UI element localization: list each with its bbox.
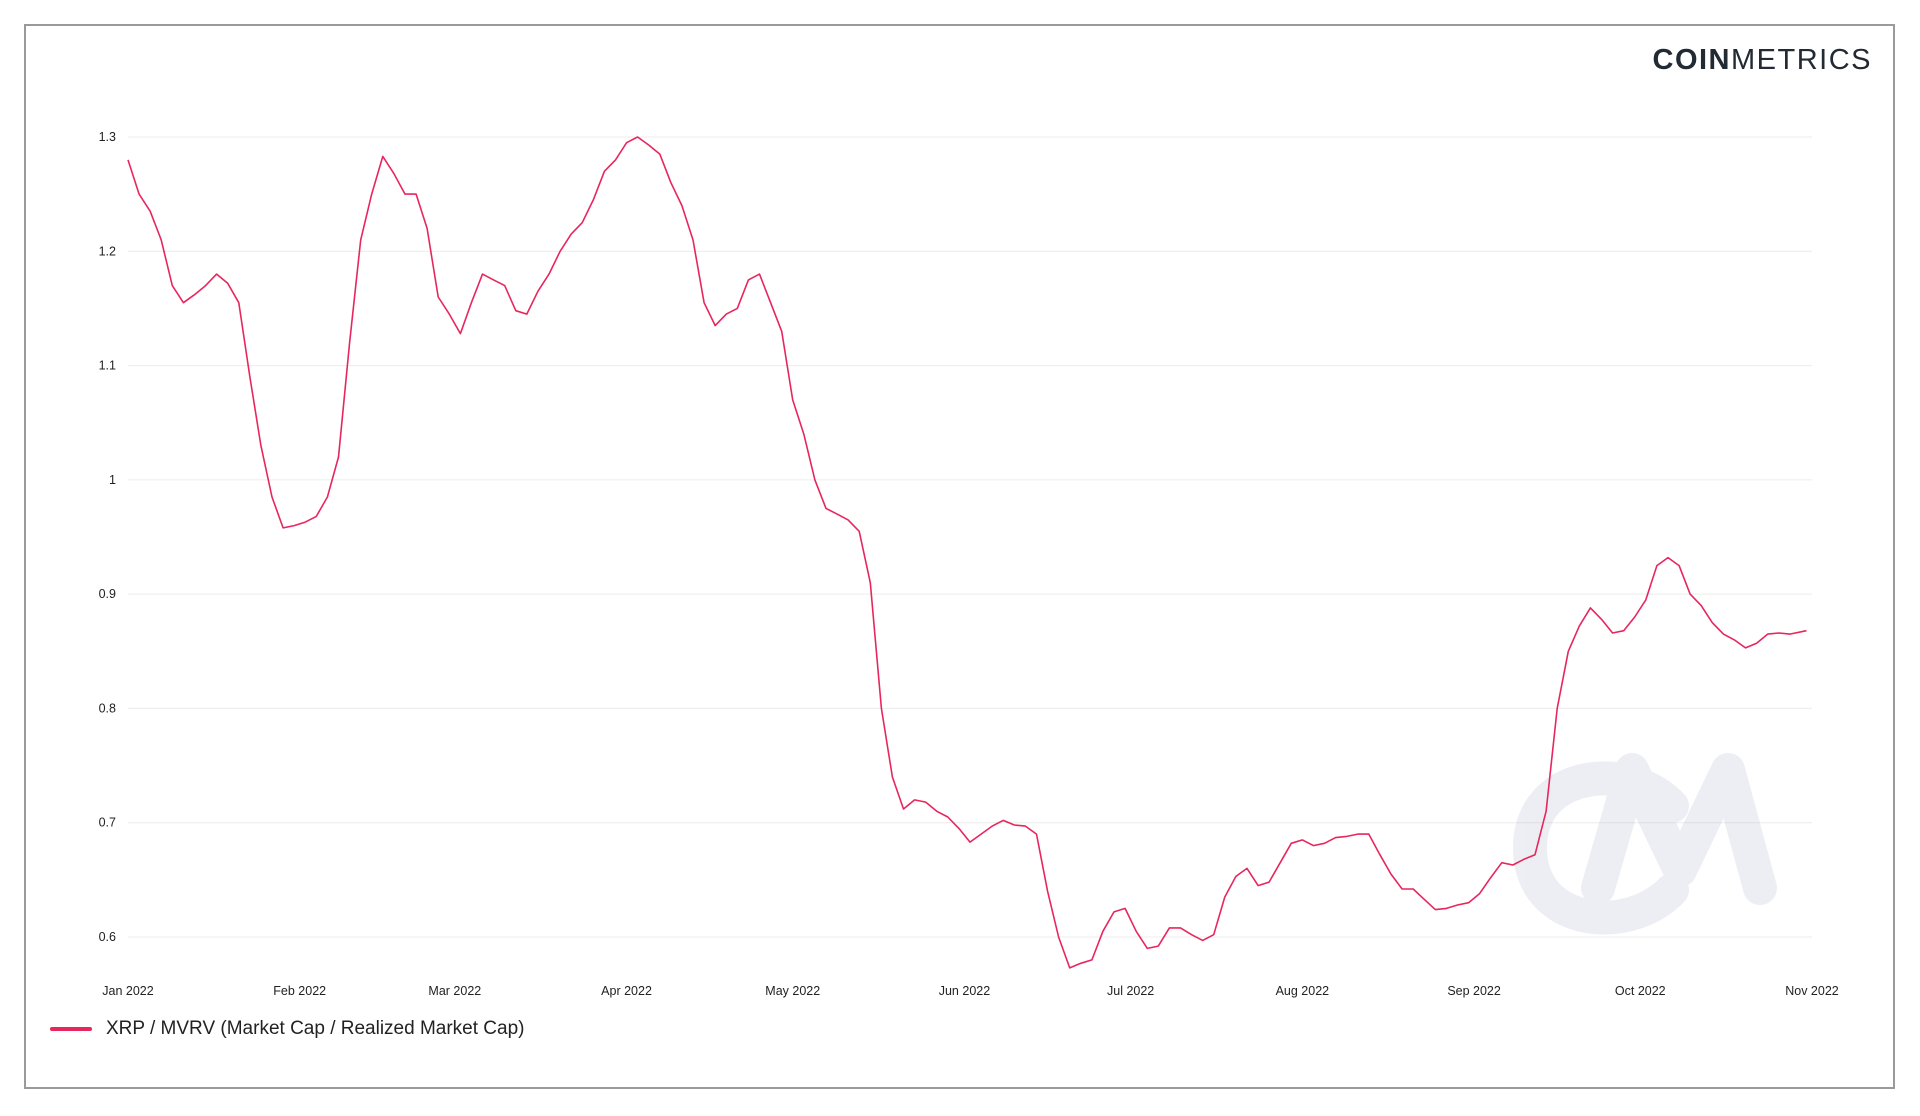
grid-lines [128, 136, 1812, 938]
y-tick-label: 0.8 [99, 701, 116, 715]
cm-watermark-icon [1512, 753, 1777, 935]
y-tick-label: 1 [109, 473, 116, 487]
coinmetrics-logo: COINMETRICS [1653, 44, 1873, 77]
x-tick-label: May 2022 [765, 984, 820, 998]
x-tick-label: Apr 2022 [601, 984, 652, 998]
y-tick-label: 1.3 [99, 130, 116, 144]
y-axis-ticks: 0.6 0.7 0.8 0.9 1 1.1 1.2 1.3 [99, 130, 116, 944]
chart-frame [24, 24, 1895, 1089]
y-tick-label: 0.6 [99, 930, 116, 944]
legend[interactable]: XRP / MVRV (Market Cap / Realized Market… [50, 1018, 525, 1040]
x-tick-label: Jan 2022 [102, 984, 153, 998]
x-axis-ticks: Jan 2022 Feb 2022 Mar 2022 Apr 2022 May 2022… [102, 984, 1839, 998]
legend-swatch [50, 1027, 92, 1031]
x-tick-label: Feb 2022 [273, 984, 326, 998]
y-tick-label: 0.9 [99, 587, 116, 601]
x-tick-label: Mar 2022 [428, 984, 481, 998]
y-tick-label: 0.7 [99, 816, 116, 830]
x-tick-label: Aug 2022 [1276, 984, 1330, 998]
y-tick-label: 1.2 [99, 244, 116, 258]
xrp-mvrv-series-line [127, 136, 1807, 969]
x-tick-label: Sep 2022 [1447, 984, 1501, 998]
logo-word-coin: COIN [1652, 44, 1731, 76]
y-tick-label: 1.1 [99, 359, 116, 373]
legend-label: XRP / MVRV (Market Cap / Realized Market… [106, 1018, 525, 1039]
x-tick-label: Nov 2022 [1785, 984, 1839, 998]
x-tick-label: Oct 2022 [1615, 984, 1666, 998]
x-tick-label: Jul 2022 [1107, 984, 1154, 998]
x-tick-label: Jun 2022 [939, 984, 990, 998]
logo-word-metrics: METRICS [1731, 44, 1872, 76]
